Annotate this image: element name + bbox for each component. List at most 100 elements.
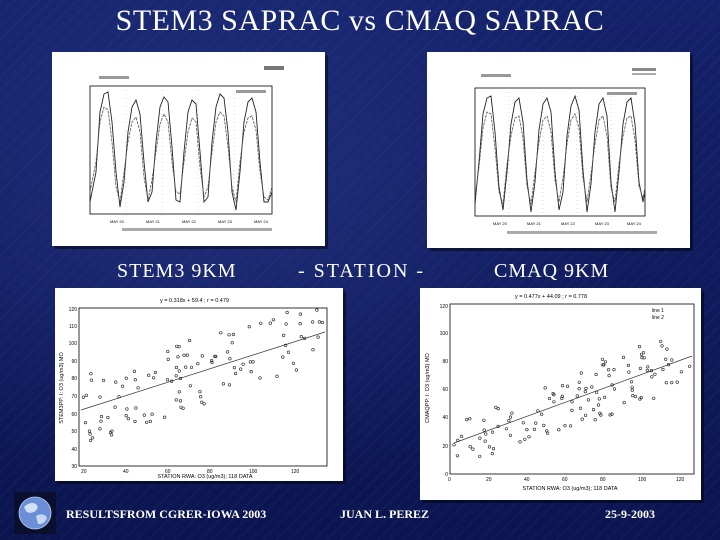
- scatter-point: [627, 370, 631, 374]
- scatter-point: [560, 383, 565, 388]
- scatter-point: [539, 412, 544, 416]
- scatter-point: [639, 352, 644, 356]
- scatter-point: [612, 387, 617, 391]
- scatter-point: [142, 413, 146, 417]
- scatter-point: [536, 409, 540, 413]
- scatter-point: [534, 421, 538, 425]
- scatter-point: [125, 407, 129, 411]
- scatter-point: [518, 440, 522, 444]
- scatter-point: [494, 405, 498, 409]
- scatter-point: [646, 365, 650, 369]
- scatter-point: [232, 365, 236, 370]
- x-tick: 60: [562, 477, 568, 483]
- y-tick: 30: [71, 464, 77, 470]
- scatter-point: [579, 371, 583, 375]
- plot-frame: [474, 87, 646, 217]
- scatter-point: [150, 412, 154, 416]
- scatter-point: [271, 318, 275, 322]
- y-tick: 50: [71, 429, 77, 435]
- scatter-point: [665, 347, 669, 351]
- caption-stem3: STEM3 9KM: [117, 260, 237, 282]
- timeseries-chart-left: MAY 20 MAY 21 MAY 22 MAY 23 MAY 24: [52, 52, 325, 246]
- scatter-point: [521, 421, 525, 425]
- scatter-point: [230, 341, 234, 345]
- scatter-point: [660, 344, 664, 348]
- scatter-point: [136, 386, 140, 390]
- scatter-point: [584, 386, 588, 391]
- scatter-point: [89, 372, 93, 376]
- x-tick: 20: [486, 477, 492, 483]
- x-tick: 100: [249, 469, 258, 475]
- footer-date: 25-9-2003: [605, 507, 655, 521]
- scatter-point: [282, 333, 286, 338]
- x-tick: 60: [165, 469, 171, 475]
- scatter-point: [607, 373, 611, 378]
- regression-line: [453, 355, 693, 444]
- scatter-point: [507, 419, 511, 423]
- scatter-point: [132, 369, 136, 373]
- tick-label: MAY 24: [627, 221, 642, 226]
- scatter-point: [298, 312, 302, 316]
- regression-equation: y = 0.318x + 59.4 ; r = 0.479: [160, 298, 229, 304]
- tick-label: MAY 20: [493, 221, 508, 226]
- scatter-point: [234, 371, 238, 376]
- x-tick: 40: [524, 477, 530, 483]
- y-tick: 60: [71, 412, 77, 418]
- scatter-point: [200, 354, 204, 358]
- scatter-point: [106, 415, 110, 420]
- y-tick: 80: [71, 376, 77, 382]
- scatter-point: [640, 355, 644, 360]
- x-tick: 100: [638, 477, 647, 483]
- scatter-point: [320, 320, 325, 325]
- scatter-point: [226, 350, 230, 354]
- scatter-point: [557, 428, 561, 432]
- scatter-points: [452, 339, 692, 458]
- scatter-point: [661, 367, 665, 372]
- scatter-point: [547, 396, 552, 401]
- scatter-point: [594, 372, 598, 377]
- scatter-point: [483, 439, 487, 443]
- y-axis-label: STEM3PP: I: O3 (ug/m3) MO: [59, 352, 65, 424]
- x-tick: 80: [207, 469, 213, 475]
- timeseries-right-svg: MAY 20 MAY 21 MAY 22 MAY 23 MAY 24: [427, 52, 690, 248]
- scatter-point: [670, 358, 674, 362]
- y-tick: 80: [442, 359, 448, 365]
- scatter-point: [593, 418, 597, 422]
- scatter-point: [664, 381, 668, 385]
- scatter-point: [199, 395, 203, 399]
- scatter-point: [182, 353, 186, 357]
- scatter-point: [210, 358, 214, 363]
- y-tick: 40: [442, 415, 448, 421]
- scatter-point: [612, 367, 616, 372]
- scatter-point: [90, 436, 95, 440]
- y-tick: 0: [445, 472, 448, 478]
- y-tick: 100: [440, 331, 449, 337]
- scatter-point: [478, 454, 482, 458]
- scatter-point: [482, 418, 486, 422]
- y-axis-label: CMAQPP: I: O3 (ug/m3) MO: [425, 352, 431, 422]
- scatter-point: [221, 382, 225, 386]
- scatter-point: [294, 368, 298, 372]
- scatter-point: [478, 436, 482, 440]
- scatter-point: [510, 411, 514, 415]
- scatter-point: [552, 400, 556, 404]
- plot-frame: [449, 303, 695, 475]
- scatter-point: [202, 402, 206, 406]
- caption-station: - STATION -: [298, 260, 426, 282]
- scatter-point: [268, 321, 272, 325]
- scatter-point: [213, 354, 217, 358]
- scatter-point: [596, 403, 601, 407]
- scatter-point: [153, 370, 157, 375]
- scatter-point: [83, 421, 88, 425]
- y-tick: 120: [69, 307, 78, 313]
- scatter-point: [487, 445, 492, 449]
- scatter-point: [120, 384, 125, 388]
- scatter-point: [315, 308, 319, 312]
- scatter-point: [490, 452, 494, 456]
- scatter-point: [196, 362, 200, 366]
- scatter-point: [317, 320, 322, 324]
- scatter-point: [580, 417, 584, 421]
- scatter-point: [688, 364, 692, 368]
- plot-frame: [78, 307, 328, 467]
- scatter-point: [162, 415, 167, 419]
